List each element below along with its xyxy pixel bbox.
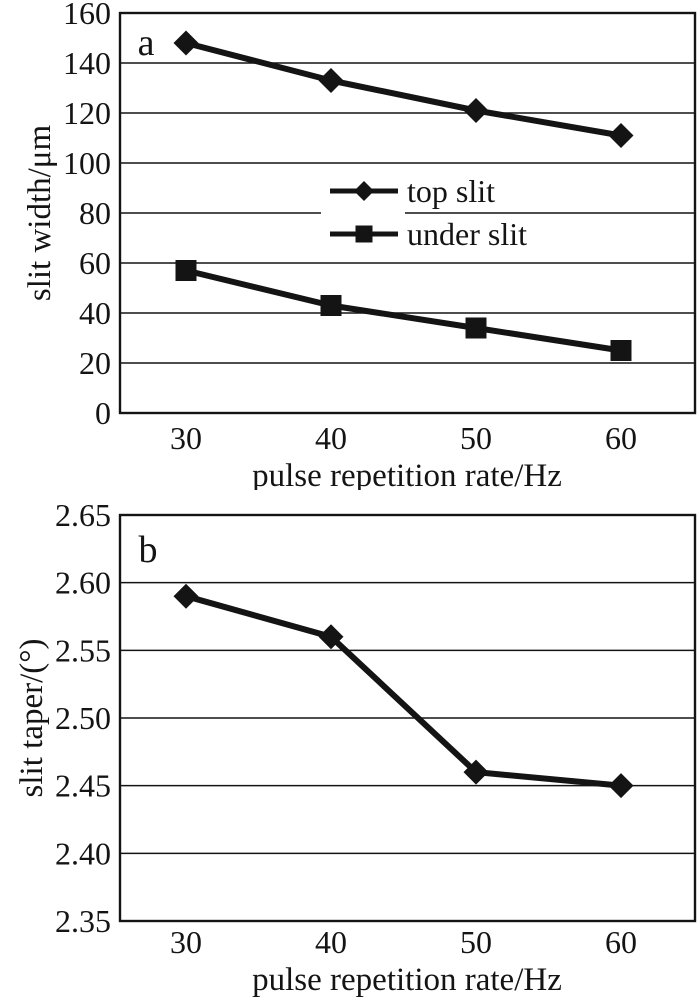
series-diamond <box>173 583 634 799</box>
marker-diamond <box>318 68 344 93</box>
marker-diamond <box>354 181 374 201</box>
marker-diamond <box>318 624 344 650</box>
y-tick-label: 2.50 <box>55 700 111 736</box>
y-tick-label: 140 <box>63 45 111 81</box>
plot-border <box>118 513 697 923</box>
y-tick-label: 2.35 <box>55 903 111 939</box>
y-axis-title: slit taper/(°) <box>14 639 50 798</box>
x-tick-labels: 30 40 50 60 <box>170 420 637 456</box>
chart-panel-a: 0 20 40 60 80 100 120 140 160 30 40 50 60 pulse repet… <box>0 0 700 494</box>
marker-diamond <box>173 583 199 609</box>
x-tick-label: 60 <box>605 924 637 960</box>
series-diamond <box>173 30 634 148</box>
marker-square <box>465 317 487 339</box>
marker-diamond <box>463 98 489 123</box>
chart-background <box>0 490 700 1002</box>
chart-panel-b: 2.35 2.40 2.45 2.50 2.55 2.60 2.65 30 40 50 60 puls… <box>0 490 700 1002</box>
panel-letter: b <box>139 529 158 571</box>
y-tick-label: 2.60 <box>55 565 111 601</box>
y-tick-label: 2.55 <box>55 632 111 668</box>
y-tick-label: 2.40 <box>55 835 111 871</box>
y-tick-label: 40 <box>79 295 111 331</box>
series-line <box>183 593 624 789</box>
y-tick-label: 120 <box>63 95 111 131</box>
chart-svg-a: 0 20 40 60 80 100 120 140 160 30 40 50 60 pulse repet… <box>0 0 700 494</box>
y-tick-label: 80 <box>79 195 111 231</box>
x-tick-label: 50 <box>460 420 492 456</box>
x-tick-label: 50 <box>460 924 492 960</box>
chart-svg-b: 2.35 2.40 2.45 2.50 2.55 2.60 2.65 30 40 50 60 puls… <box>0 490 700 1002</box>
x-tick-labels: 30 40 50 60 <box>170 924 637 960</box>
legend: top slit under slit <box>321 170 527 254</box>
y-tick-labels: 2.35 2.40 2.45 2.50 2.55 2.60 2.65 <box>55 497 111 939</box>
series-square <box>175 260 632 361</box>
marker-square <box>320 295 342 316</box>
marker-square <box>610 340 632 361</box>
marker-diamond <box>463 759 489 785</box>
y-tick-label: 20 <box>79 345 111 381</box>
marker-diamond <box>173 30 199 56</box>
y-tick-label: 0 <box>95 395 111 431</box>
x-tick-label: 30 <box>170 420 202 456</box>
y-tick-label: 100 <box>63 145 111 181</box>
series-line <box>183 40 624 139</box>
marker-square <box>355 225 373 243</box>
x-axis-title: pulse repetition rate/Hz <box>252 458 562 490</box>
y-tick-label: 160 <box>63 0 111 31</box>
x-tick-label: 40 <box>315 420 347 456</box>
x-tick-label: 30 <box>170 924 202 960</box>
y-tick-label: 60 <box>79 245 111 281</box>
x-tick-label: 40 <box>315 924 347 960</box>
series-line <box>183 267 624 354</box>
marker-diamond <box>608 123 634 148</box>
plot-border <box>118 11 697 415</box>
marker-square <box>175 260 197 281</box>
legend-label: under slit <box>407 216 527 252</box>
y-tick-label: 2.45 <box>55 768 111 804</box>
gridlines <box>120 62 695 364</box>
marker-diamond <box>608 773 634 799</box>
y-tick-labels: 0 20 40 60 80 100 120 140 160 <box>63 0 111 431</box>
y-tick-label: 2.65 <box>55 497 111 533</box>
x-axis-title: pulse repetition rate/Hz <box>252 962 562 998</box>
y-axis-title: slit width/μm <box>22 125 58 302</box>
x-tick-label: 60 <box>605 420 637 456</box>
panel-letter: a <box>138 22 155 64</box>
legend-label: top slit <box>407 173 495 209</box>
